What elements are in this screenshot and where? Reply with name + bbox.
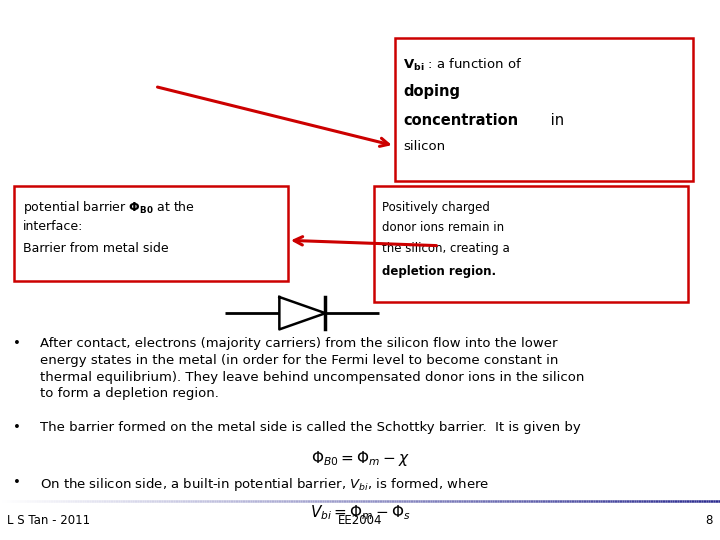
Text: $\Phi_{B0} = \Phi_m - \chi$: $\Phi_{B0} = \Phi_m - \chi$ <box>310 449 410 468</box>
Text: $V_{bi} = \Phi_m - \Phi_s$: $V_{bi} = \Phi_m - \Phi_s$ <box>310 503 410 522</box>
Text: $\mathbf{V_{bi}}$ : a function of: $\mathbf{V_{bi}}$ : a function of <box>403 57 523 73</box>
Text: silicon: silicon <box>403 140 446 153</box>
Text: The barrier formed on the metal side is called the Schottky barrier.  It is give: The barrier formed on the metal side is … <box>40 421 580 434</box>
Text: •: • <box>13 476 21 489</box>
FancyBboxPatch shape <box>374 186 688 302</box>
FancyBboxPatch shape <box>14 186 288 281</box>
Text: Positively charged: Positively charged <box>382 201 490 214</box>
Text: •: • <box>13 338 21 350</box>
Text: the silicon, creating a: the silicon, creating a <box>382 242 509 255</box>
Text: Barrier from metal side: Barrier from metal side <box>23 242 168 255</box>
Text: depletion region.: depletion region. <box>382 265 496 278</box>
Text: potential barrier $\mathbf{\Phi_{B0}}$ at the: potential barrier $\mathbf{\Phi_{B0}}$ a… <box>23 199 195 215</box>
Text: donor ions remain in: donor ions remain in <box>382 221 504 234</box>
Text: L S Tan - 2011: L S Tan - 2011 <box>7 514 90 526</box>
Text: 8: 8 <box>706 514 713 526</box>
Text: interface:: interface: <box>23 220 84 233</box>
FancyBboxPatch shape <box>395 38 693 181</box>
Text: On the silicon side, a built-in potential barrier, $V_{bi}$, is formed, where: On the silicon side, a built-in potentia… <box>40 476 489 493</box>
Text: •: • <box>13 421 21 434</box>
Text: EE2004: EE2004 <box>338 514 382 526</box>
Text: After contact, electrons (majority carriers) from the silicon flow into the lowe: After contact, electrons (majority carri… <box>40 338 584 400</box>
Text: concentration: concentration <box>403 113 518 129</box>
Text: in: in <box>546 113 564 129</box>
Text: doping: doping <box>403 84 460 99</box>
